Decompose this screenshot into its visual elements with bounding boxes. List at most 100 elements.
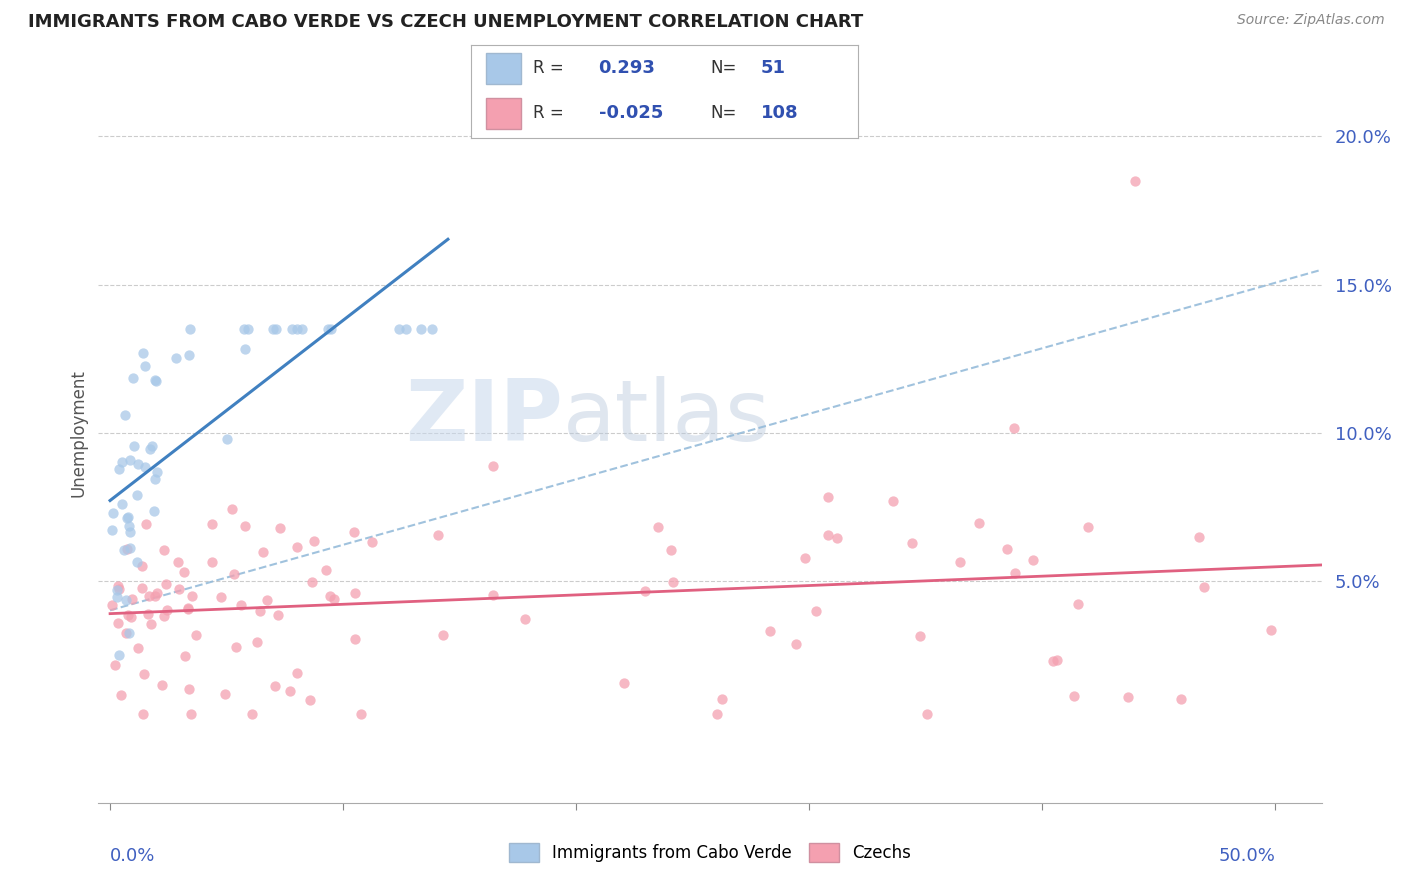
Point bbox=[121, 591, 143, 606]
Point bbox=[153, 608, 176, 623]
Point bbox=[150, 678, 173, 692]
Point bbox=[1022, 553, 1045, 567]
Point bbox=[1046, 653, 1069, 667]
Point bbox=[112, 542, 135, 557]
Point bbox=[249, 604, 271, 618]
Point bbox=[108, 648, 131, 662]
Point bbox=[1042, 654, 1064, 668]
Point bbox=[967, 516, 990, 531]
Point bbox=[115, 541, 138, 556]
Point bbox=[350, 706, 373, 721]
Point bbox=[127, 457, 149, 471]
Point bbox=[252, 544, 274, 558]
Point bbox=[949, 555, 972, 569]
Point bbox=[395, 322, 418, 336]
Point bbox=[138, 589, 160, 603]
Point bbox=[1116, 690, 1139, 704]
Point bbox=[131, 558, 153, 573]
Point bbox=[291, 322, 314, 336]
Point bbox=[125, 555, 148, 569]
Point bbox=[420, 322, 443, 336]
Point bbox=[343, 585, 366, 599]
Point bbox=[105, 583, 128, 598]
Point bbox=[146, 586, 169, 600]
Point bbox=[262, 322, 284, 336]
Point bbox=[167, 555, 190, 569]
Point bbox=[118, 625, 141, 640]
Point bbox=[1063, 689, 1085, 703]
Point bbox=[173, 565, 195, 579]
Point bbox=[1004, 566, 1026, 580]
Point bbox=[343, 524, 366, 539]
Point bbox=[108, 462, 131, 476]
Point bbox=[174, 649, 197, 664]
Text: ZIP: ZIP bbox=[405, 376, 564, 459]
Point bbox=[759, 624, 782, 638]
Point bbox=[118, 519, 141, 533]
Text: 0.0%: 0.0% bbox=[110, 847, 156, 865]
Point bbox=[155, 577, 177, 591]
Point bbox=[817, 528, 839, 542]
Point bbox=[143, 504, 166, 518]
Point bbox=[917, 706, 939, 721]
Point bbox=[360, 534, 382, 549]
Point bbox=[267, 608, 290, 623]
Point bbox=[221, 502, 243, 516]
Point bbox=[101, 598, 124, 612]
Point bbox=[280, 322, 302, 336]
Point bbox=[388, 322, 411, 336]
Point bbox=[321, 322, 343, 336]
Point bbox=[127, 641, 149, 656]
Point bbox=[117, 510, 139, 524]
Point bbox=[184, 627, 207, 641]
Point bbox=[256, 593, 278, 607]
Point bbox=[110, 688, 132, 702]
Point bbox=[285, 322, 308, 336]
Point bbox=[132, 706, 155, 721]
Point bbox=[711, 692, 734, 706]
Point bbox=[482, 588, 505, 602]
Point bbox=[118, 541, 141, 556]
Point bbox=[817, 490, 839, 504]
Point bbox=[103, 506, 125, 520]
Point bbox=[111, 497, 134, 511]
Point bbox=[634, 583, 657, 598]
Point bbox=[117, 607, 139, 622]
Point bbox=[179, 322, 201, 336]
Point bbox=[1260, 623, 1282, 637]
Point bbox=[997, 542, 1019, 557]
Text: N=: N= bbox=[711, 60, 737, 78]
Point bbox=[141, 439, 163, 453]
Point bbox=[225, 640, 247, 655]
Text: 50.0%: 50.0% bbox=[1218, 847, 1275, 865]
Point bbox=[107, 616, 129, 631]
Point bbox=[263, 679, 285, 693]
Point bbox=[662, 574, 685, 589]
Point bbox=[138, 607, 160, 621]
Point bbox=[134, 667, 156, 681]
Point bbox=[1077, 520, 1099, 534]
Y-axis label: Unemployment: Unemployment bbox=[69, 368, 87, 497]
Point bbox=[882, 494, 904, 508]
Point bbox=[900, 536, 922, 550]
Point bbox=[323, 591, 346, 606]
Text: Source: ZipAtlas.com: Source: ZipAtlas.com bbox=[1237, 13, 1385, 28]
Point bbox=[647, 520, 669, 534]
Point bbox=[108, 582, 131, 596]
Point bbox=[111, 455, 134, 469]
Point bbox=[177, 348, 200, 362]
Point bbox=[177, 600, 200, 615]
Point bbox=[122, 371, 145, 385]
Text: R =: R = bbox=[533, 60, 564, 78]
Point bbox=[316, 322, 339, 336]
Point bbox=[240, 706, 263, 721]
Point bbox=[285, 666, 308, 681]
Point bbox=[409, 322, 432, 336]
Point bbox=[180, 706, 202, 721]
Point bbox=[1188, 530, 1211, 544]
Point bbox=[120, 610, 142, 624]
Point bbox=[135, 517, 157, 532]
Point bbox=[132, 346, 155, 360]
Point bbox=[214, 687, 236, 701]
Point bbox=[793, 550, 815, 565]
